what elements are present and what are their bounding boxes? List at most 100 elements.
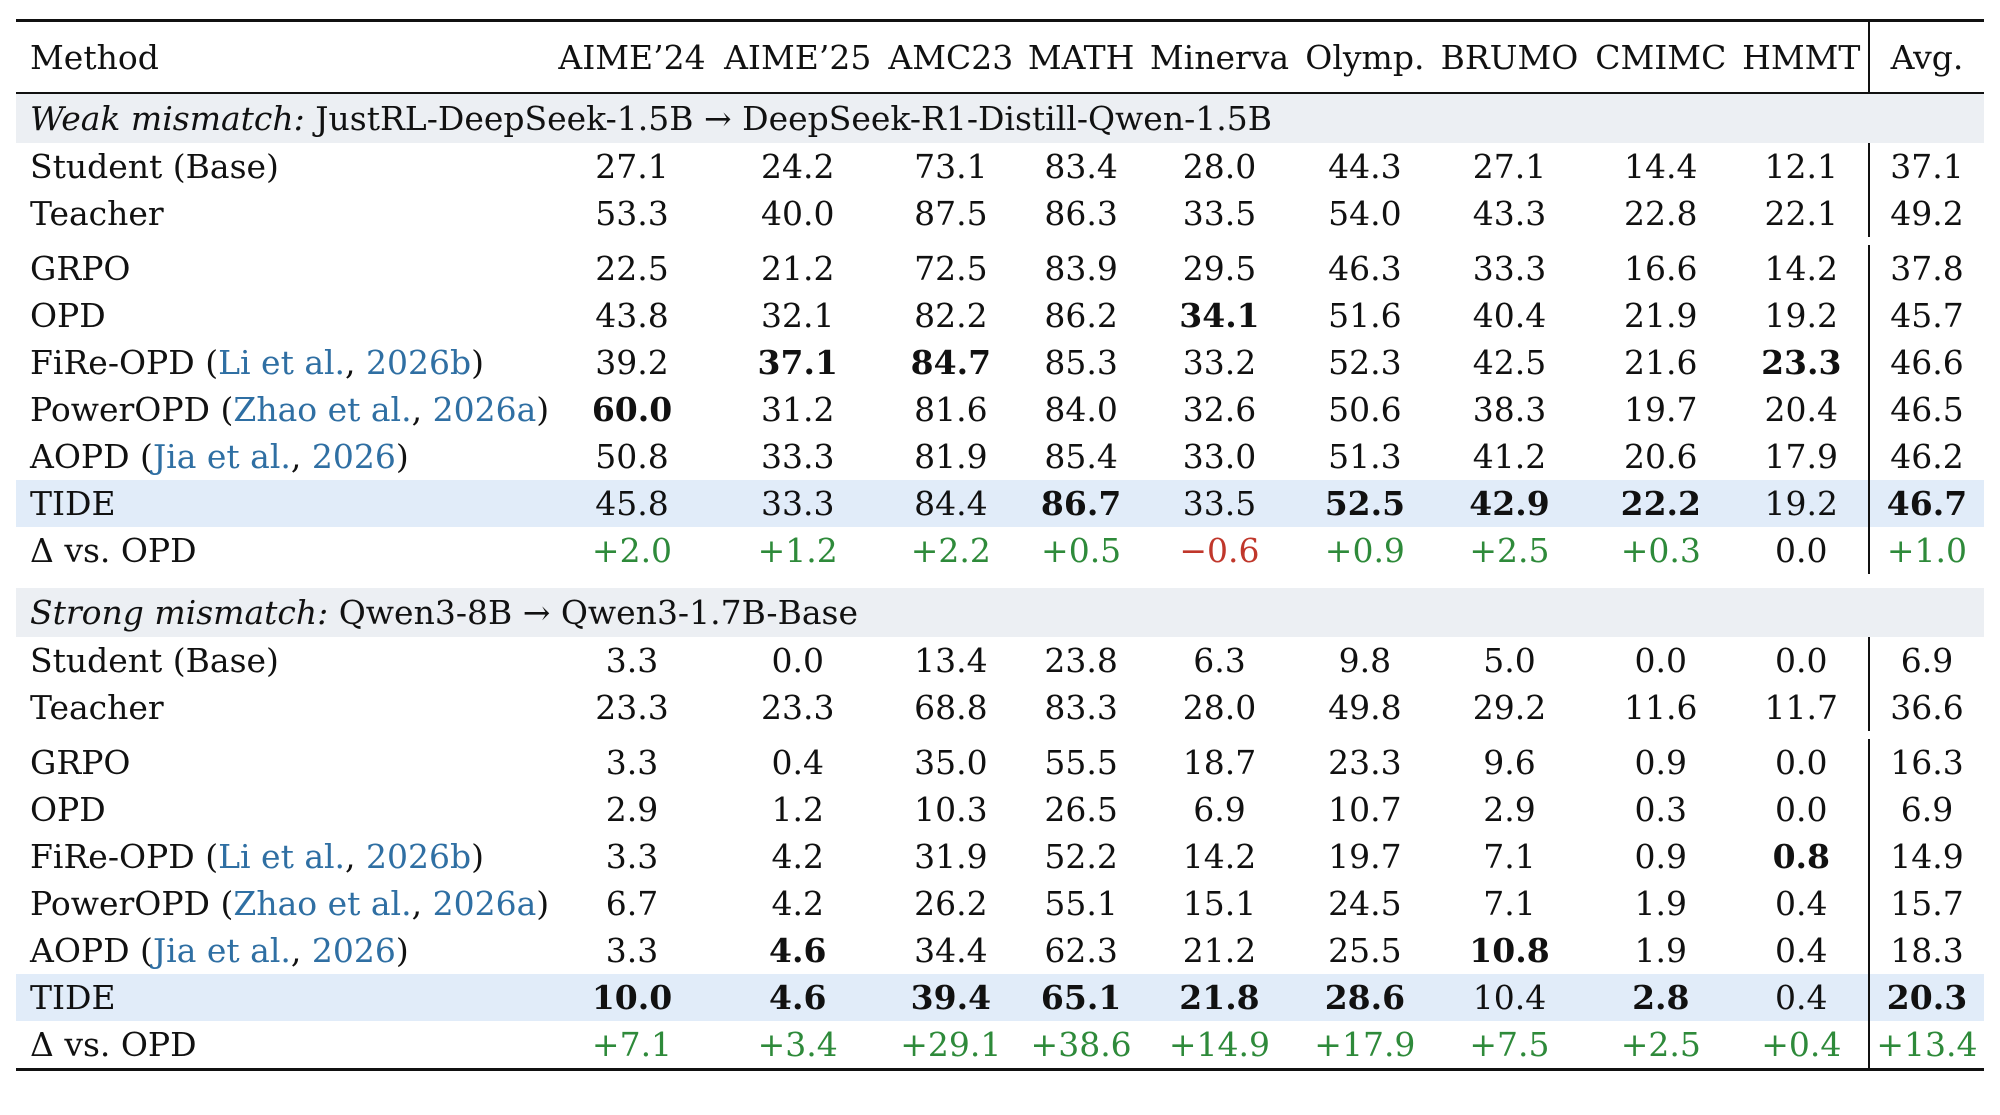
method-cell: PowerOPD (Zhao et al., 2026a) <box>30 390 550 429</box>
citation-author: Jia et al. <box>152 931 291 970</box>
method-cell: Student (Base) <box>16 637 549 684</box>
value-cell: 37.8 <box>1867 245 1984 292</box>
citation-year: 2026a <box>432 390 537 429</box>
value-cell: 40.4 <box>1472 296 1547 335</box>
value-cell: 0.0 <box>1775 743 1828 782</box>
table-row: Student (Base) 3.3 0.0 13.4 23.8 6.3 9.8 5.0 0.0… <box>16 637 1984 684</box>
value-cell: 12.1 <box>1764 147 1839 186</box>
value-cell: 21.2 <box>1182 931 1257 970</box>
value-cell: 73.1 <box>914 147 988 186</box>
value-cell: 22.1 <box>1764 194 1839 233</box>
table-row: GRPO 22.5 21.2 72.5 83.9 29.5 46.3 33.3 16.6 14.2… <box>16 245 1984 292</box>
value-cell: 40.0 <box>760 194 835 233</box>
value-cell: 21.8 <box>1141 974 1298 1021</box>
spacer-cell <box>881 237 1022 245</box>
value-cell: 62.3 <box>1044 931 1118 970</box>
value-cell: 22.5 <box>595 249 669 288</box>
delta-value: +0.4 <box>1734 1021 1869 1071</box>
column-header: CMIMC <box>1587 19 1735 94</box>
delta-value: +7.1 <box>549 1021 715 1071</box>
method-name: PowerOPD <box>30 390 211 429</box>
value-cell: 19.7 <box>1624 390 1698 429</box>
section-title-text: Qwen3-8B → Qwen3-1.7B-Base <box>338 593 858 632</box>
value-cell: 87.5 <box>914 194 988 233</box>
value-cell: 0.8 <box>1772 837 1830 876</box>
value-cell: 85.3 <box>1044 343 1118 382</box>
table-row: PowerOPD (Zhao et al., 2026a) 60.0 31.2 81.… <box>16 386 1984 433</box>
delta-value: +7.5 <box>1431 1021 1587 1071</box>
delta-label: Δ vs. OPD <box>16 527 550 582</box>
value-cell: 0.4 <box>771 743 824 782</box>
value-cell: 6.9 <box>1193 790 1246 829</box>
column-header: BRUMO <box>1431 19 1587 94</box>
value-cell: 22.2 <box>1587 480 1735 527</box>
delta-value: +1.0 <box>1867 527 1984 582</box>
value-cell: 81.9 <box>914 437 988 476</box>
delta-value: 0.0 <box>1734 527 1869 582</box>
group-spacer <box>16 237 1984 245</box>
value-cell: 11.6 <box>1624 688 1698 727</box>
value-cell: 53.3 <box>595 194 669 233</box>
method-name: Teacher <box>30 688 164 727</box>
spacer-cell <box>1869 731 1984 739</box>
section-title: Strong mismatch: Qwen3-8B → Qwen3-1.7B-B… <box>16 574 1984 637</box>
value-cell: 21.9 <box>1624 296 1698 335</box>
method-cell: GRPO <box>16 245 549 292</box>
value-cell: 49.2 <box>1867 190 1984 237</box>
value-cell: 6.9 <box>1867 637 1984 684</box>
table-row: TIDE 10.0 4.6 39.4 65.1 21.8 28.6 10.4 2.8 0.4 20.… <box>16 974 1984 1021</box>
method-cell: AOPD (Jia et al., 2026) <box>30 931 409 970</box>
results-table: Method AIME’24 AIME’25 AMC23 MATH Minerva Olym… <box>16 19 1984 1071</box>
value-cell: 3.3 <box>605 641 659 680</box>
citation-year: 2026 <box>311 437 396 476</box>
value-cell: 72.5 <box>914 249 988 288</box>
value-cell: 46.7 <box>1867 480 1984 527</box>
value-cell: 10.7 <box>1328 790 1402 829</box>
delta-label: Δ vs. OPD <box>16 1021 550 1071</box>
value-cell: 1.9 <box>1634 931 1688 970</box>
value-cell: 10.8 <box>1469 931 1550 970</box>
column-header: MATH <box>1021 19 1142 94</box>
citation-author: Zhao et al. <box>233 884 412 923</box>
table-row: OPD 43.8 32.1 82.2 86.2 34.1 51.6 40.4 21.9 19.2 4… <box>16 292 1984 339</box>
value-cell: 27.1 <box>1472 147 1547 186</box>
value-cell: 0.0 <box>1775 790 1828 829</box>
column-header: Minerva <box>1141 19 1298 94</box>
value-cell: 55.5 <box>1044 743 1118 782</box>
value-cell: 27.1 <box>595 147 669 186</box>
value-cell: 3.3 <box>605 837 659 876</box>
delta-value: +0.5 <box>1021 527 1142 582</box>
value-cell: 50.6 <box>1328 390 1402 429</box>
value-cell: 20.4 <box>1764 390 1839 429</box>
value-cell: 23.3 <box>1761 343 1842 382</box>
delta-value: +2.5 <box>1431 527 1587 582</box>
section-title-italic: Weak mismatch: <box>30 99 305 138</box>
spacer-cell <box>1735 237 1869 245</box>
value-cell: 9.6 <box>1483 743 1536 782</box>
method-cell: Teacher <box>16 684 549 731</box>
spacer-cell <box>1432 237 1587 245</box>
value-cell: 0.9 <box>1634 837 1688 876</box>
citation-year: 2026b <box>366 343 472 382</box>
value-cell: 46.6 <box>1867 339 1984 386</box>
value-cell: 14.2 <box>1764 249 1839 288</box>
value-cell: 32.6 <box>1182 390 1257 429</box>
delta-value: +1.2 <box>714 527 881 582</box>
value-cell: 0.0 <box>1775 641 1828 680</box>
method-cell: TIDE <box>16 974 550 1021</box>
method-name: FiRe-OPD <box>30 837 195 876</box>
method-cell: FiRe-OPD (Li et al., 2026b) <box>30 343 485 382</box>
spacer-cell <box>549 237 715 245</box>
method-cell: PowerOPD (Zhao et al., 2026a) <box>30 884 550 923</box>
value-cell: 4.2 <box>771 837 824 876</box>
delta-value: +14.9 <box>1141 1021 1298 1071</box>
delta-value: +2.5 <box>1587 1021 1735 1071</box>
value-cell: 41.2 <box>1472 437 1547 476</box>
value-cell: 45.7 <box>1867 292 1984 339</box>
value-cell: 86.2 <box>1044 296 1118 335</box>
method-name: AOPD <box>30 931 130 970</box>
delta-value: +2.0 <box>549 527 715 582</box>
value-cell: 0.3 <box>1634 790 1688 829</box>
header-row: Method AIME’24 AIME’25 AMC23 MATH Minerva Olym… <box>16 19 1984 94</box>
delta-value: +17.9 <box>1297 1021 1432 1071</box>
